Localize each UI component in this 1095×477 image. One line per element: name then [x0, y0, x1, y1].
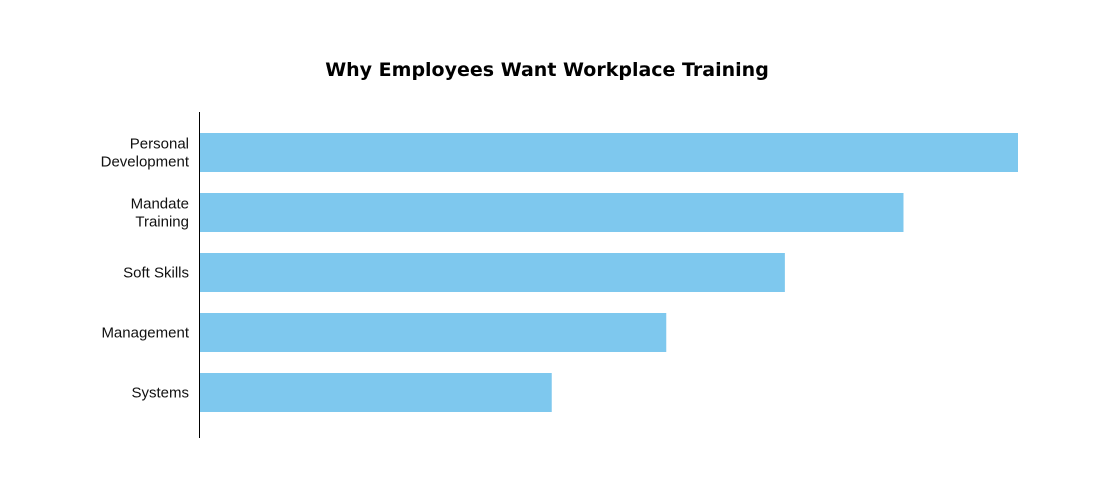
category-label-line: Training — [135, 214, 189, 231]
bar — [200, 253, 785, 292]
bar — [200, 193, 904, 232]
bar — [200, 373, 552, 412]
bar — [200, 133, 1018, 172]
bar — [200, 313, 667, 352]
category-label-line: Management — [101, 325, 189, 342]
category-label-line: Mandate — [131, 196, 189, 213]
category-label: Personal Development — [101, 136, 190, 171]
category-label-line: Systems — [131, 385, 189, 402]
category-labels-group: Personal Development Mandate Training Soft S… — [101, 136, 190, 402]
category-label: Systems — [131, 385, 189, 402]
category-label: Mandate Training — [131, 196, 189, 231]
category-label-line: Development — [101, 154, 190, 171]
chart-title: Why Employees Want Workplace Training — [325, 59, 769, 81]
category-label: Soft Skills — [123, 265, 189, 282]
category-label-line: Personal — [130, 136, 189, 153]
category-label: Management — [101, 325, 189, 342]
bars-group — [200, 133, 1018, 412]
category-label-line: Soft Skills — [123, 265, 189, 282]
